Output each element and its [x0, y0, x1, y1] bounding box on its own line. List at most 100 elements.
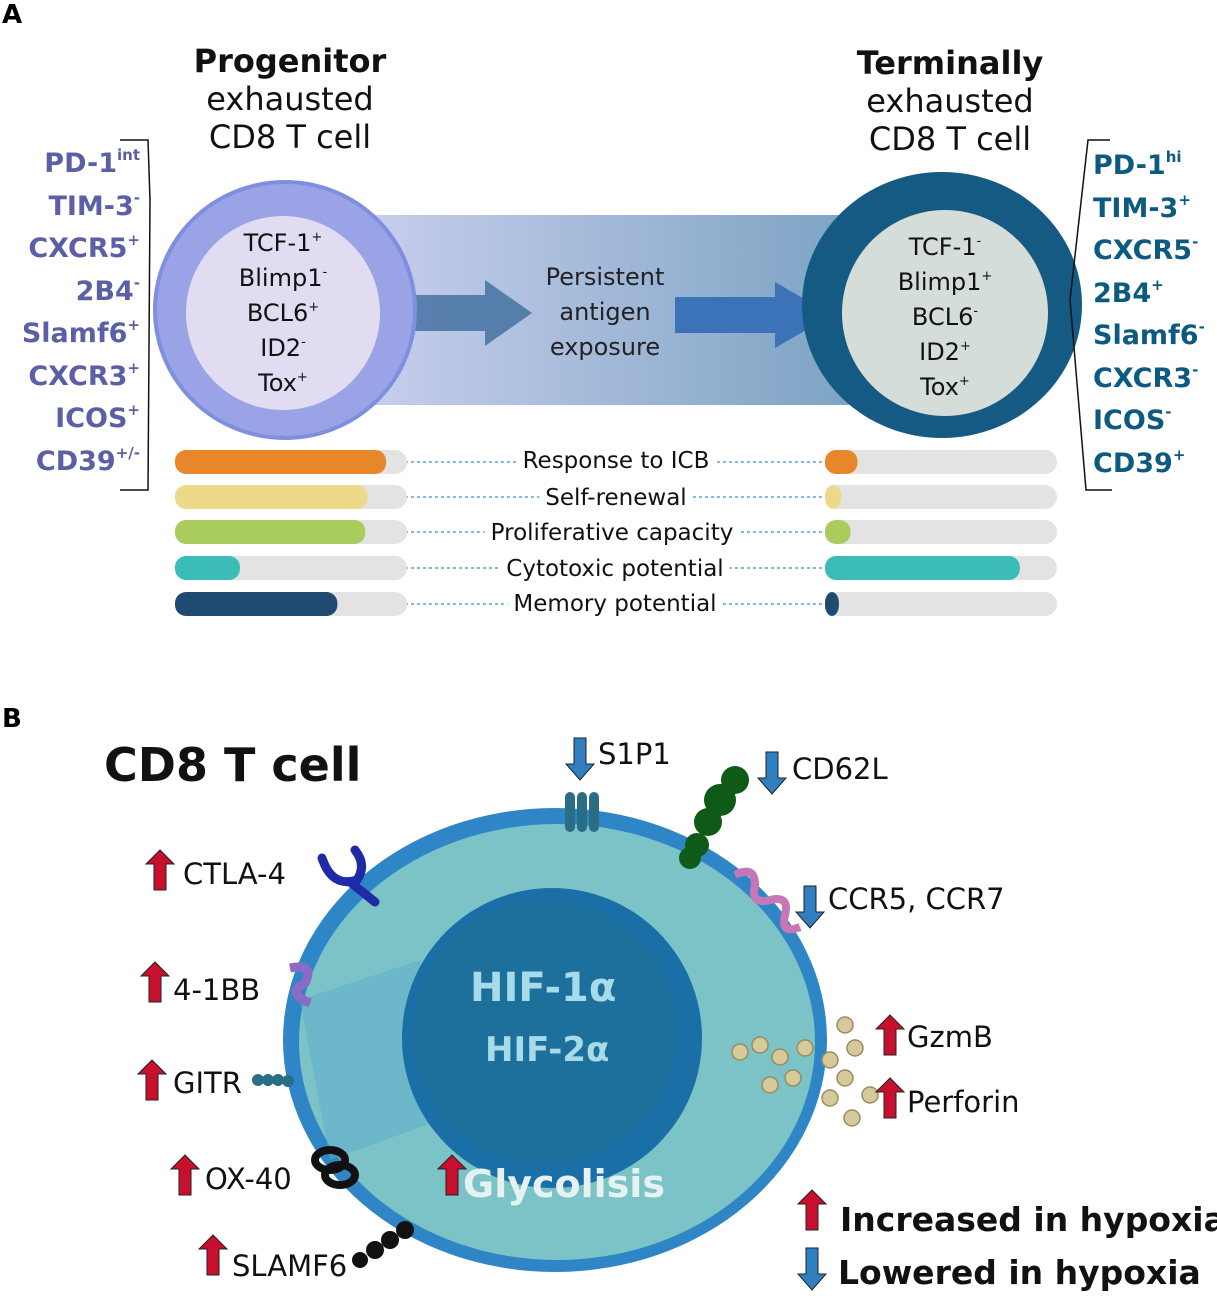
- bar-label: Response to ICB: [516, 448, 716, 474]
- glycolysis-label: Glycolisis: [463, 1162, 665, 1206]
- progenitor-bar-fill: [175, 556, 240, 580]
- progenitor-bar-fill: [175, 520, 366, 544]
- legend-increased: Increased in hypoxia: [840, 1200, 1217, 1239]
- 4-1bb-up-arrow: [139, 961, 171, 1003]
- marker: CXCR3-: [1093, 360, 1199, 394]
- granules: [731, 1016, 879, 1127]
- factor: Tox+: [920, 373, 970, 401]
- marker: 2B4-: [75, 273, 140, 307]
- s1p1-label: S1P1: [598, 737, 671, 771]
- progenitor-bar-fill: [175, 485, 368, 509]
- terminal-markers: PD-1hi TIM-3+ CXCR5- 2B4+ Slamf6- CXCR3-…: [1093, 145, 1205, 485]
- bar-label: Cytotoxic potential: [500, 556, 730, 582]
- marker: Slamf6-: [1093, 318, 1205, 352]
- factor: BCL6+: [246, 299, 320, 327]
- glycolysis-up-arrow: [436, 1154, 468, 1196]
- cd62l-label: CD62L: [792, 752, 888, 786]
- terminal-bar-track: [825, 450, 1057, 474]
- factor: Tox+: [258, 369, 308, 397]
- ox40-label: OX-40: [205, 1162, 292, 1196]
- perforin-up-arrow: [874, 1077, 906, 1119]
- gitr-label: GITR: [173, 1066, 242, 1100]
- gzmb-label: GzmB: [907, 1020, 993, 1054]
- right-bracket: [1069, 139, 1112, 491]
- slamf6-receptor: [352, 1221, 414, 1268]
- panel-b-letter: B: [2, 704, 22, 734]
- s1p1-down-arrow: [564, 737, 596, 781]
- 4-1bb-label: 4-1BB: [173, 973, 261, 1007]
- marker: TIM-3-: [48, 188, 140, 222]
- gitr-up-arrow: [136, 1059, 168, 1101]
- progenitor-title-line2: exhausted: [206, 80, 374, 118]
- factor: ID2-: [260, 334, 306, 362]
- progenitor-markers: PD-1int TIM-3- CXCR5+ 2B4- Slamf6+ CXCR3…: [22, 143, 140, 483]
- terminal-title: Terminally exhausted CD8 T cell: [810, 44, 1090, 158]
- left-bracket: [120, 139, 151, 491]
- ox40-up-arrow: [169, 1154, 201, 1196]
- terminal-factors: TCF-1- Blimp1+ BCL6- ID2+ Tox+: [855, 230, 1035, 405]
- terminal-bar-track: [825, 520, 1057, 544]
- marker: PD-1hi: [1093, 148, 1182, 182]
- legend-lowered: Lowered in hypoxia: [838, 1253, 1201, 1292]
- marker: CD39+/-: [35, 443, 140, 477]
- progenitor-bar-fill: [175, 450, 387, 474]
- marker: CD39+: [1093, 445, 1186, 479]
- ccr-receptor: [733, 867, 802, 934]
- panel-b-graphics: [136, 737, 906, 1291]
- terminal-bar-fill: [825, 520, 851, 544]
- transition-line3: exposure: [549, 333, 661, 361]
- nucleus: [413, 900, 677, 1164]
- terminal-title-line2: exhausted: [866, 82, 1034, 120]
- marker: CXCR5-: [1093, 233, 1199, 267]
- arrow-right-1: [400, 280, 532, 346]
- cd62l-receptor: [679, 766, 749, 869]
- terminal-bar-track: [825, 485, 1057, 509]
- gzmb-up-arrow: [874, 1014, 906, 1056]
- ccr-label: CCR5, CCR7: [828, 882, 1005, 916]
- panel-a-graphics: [120, 139, 1112, 616]
- terminal-title-line3: CD8 T cell: [868, 120, 1032, 158]
- cell-title: CD8 T cell: [104, 738, 362, 792]
- progenitor-bar-fill: [175, 592, 338, 616]
- terminal-title-line1: Terminally: [856, 44, 1044, 82]
- marker: CXCR3+: [28, 358, 140, 392]
- ccr-down-arrow: [794, 885, 826, 929]
- ctla4-receptor: [317, 845, 380, 907]
- factor: ID2+: [919, 338, 971, 366]
- marker: CXCR5+: [28, 231, 140, 265]
- 4-1bb-receptor: [289, 962, 313, 1008]
- legend-up-arrow: [796, 1189, 828, 1231]
- ox40-receptor: [311, 1146, 359, 1189]
- perforin-label: Perforin: [907, 1085, 1020, 1119]
- factor: Blimp1-: [238, 264, 328, 292]
- bar-label: Memory potential: [507, 591, 723, 617]
- terminal-bar-fill: [825, 592, 839, 616]
- terminal-nucleus: [842, 210, 1048, 416]
- bar-label: Self-renewal: [539, 485, 693, 511]
- progenitor-factors: TCF-1+ Blimp1- BCL6+ ID2- Tox+: [193, 226, 373, 401]
- marker: PD-1int: [44, 146, 140, 180]
- legend-down-arrow: [796, 1247, 828, 1291]
- marker: Slamf6+: [21, 316, 140, 350]
- terminal-bar-fill: [825, 450, 858, 474]
- cd62l-down-arrow: [756, 751, 788, 795]
- ctla4-up-arrow: [144, 849, 176, 891]
- factor: TCF-1+: [243, 229, 323, 257]
- arrow-right-2: [675, 282, 832, 348]
- panel-a-letter: A: [2, 0, 23, 30]
- bars: [175, 450, 1057, 616]
- progenitor-title-line1: Progenitor: [193, 42, 387, 80]
- hif2a-label: HIF-2α: [485, 1030, 610, 1070]
- slamf6-label: SLAMF6: [232, 1249, 348, 1283]
- progenitor-title: Progenitor exhausted CD8 T cell: [150, 42, 430, 156]
- ctla4-label: CTLA-4: [183, 857, 286, 891]
- hypoxia-arrows: [136, 737, 906, 1291]
- slamf6-up-arrow: [197, 1234, 229, 1276]
- transition-line2: antigen: [559, 298, 651, 326]
- marker: 2B4+: [1093, 275, 1164, 309]
- s1p1-receptor: [565, 792, 599, 832]
- gitr-receptor: [252, 1074, 294, 1087]
- terminal-bar-track: [825, 592, 1057, 616]
- bar-label: Proliferative capacity: [484, 520, 740, 546]
